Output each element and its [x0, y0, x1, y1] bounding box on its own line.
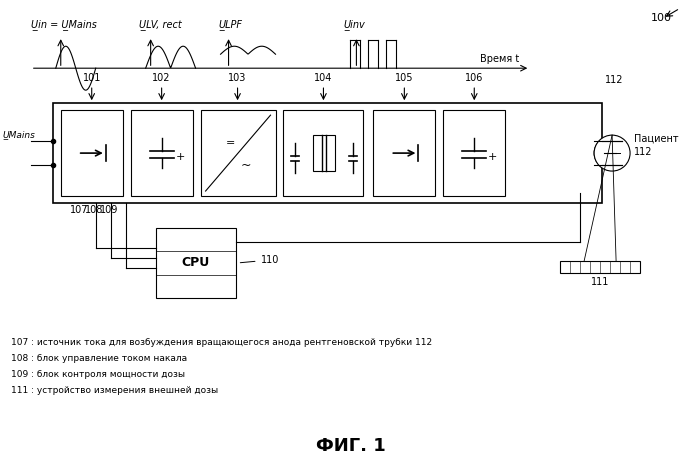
- Bar: [443, 110, 505, 196]
- Text: 112: 112: [634, 147, 653, 157]
- Bar: [373, 110, 435, 196]
- Text: 112: 112: [605, 75, 624, 85]
- Text: U̲LPF: U̲LPF: [219, 19, 243, 30]
- Text: U̲inv: U̲inv: [343, 19, 365, 30]
- Bar: [560, 261, 640, 273]
- Text: 110: 110: [240, 255, 279, 265]
- Text: 106: 106: [465, 73, 484, 83]
- Text: ~: ~: [240, 159, 251, 172]
- Text: U̲in = U̲Mains: U̲in = U̲Mains: [31, 19, 96, 30]
- Text: 107: 107: [70, 205, 89, 215]
- Text: CPU: CPU: [182, 256, 210, 270]
- Text: U̲Mains: U̲Mains: [2, 130, 35, 139]
- Circle shape: [594, 137, 626, 169]
- Text: 104: 104: [315, 73, 333, 83]
- Text: =: =: [225, 138, 235, 148]
- Text: 102: 102: [152, 73, 171, 83]
- Text: 108 : блок управление током накала: 108 : блок управление током накала: [10, 354, 187, 363]
- Text: Время t: Время t: [480, 54, 519, 64]
- Bar: [52, 103, 602, 203]
- Bar: [284, 110, 363, 196]
- Circle shape: [594, 135, 630, 171]
- Text: Пациент: Пациент: [634, 133, 679, 143]
- Text: 109: 109: [101, 205, 119, 215]
- Text: 103: 103: [229, 73, 247, 83]
- Text: 111 : устройство измерения внешней дозы: 111 : устройство измерения внешней дозы: [10, 386, 218, 395]
- Text: 105: 105: [395, 73, 414, 83]
- Bar: [201, 110, 275, 196]
- Text: 107 : источник тока для возбуждения вращающегося анода рентгеновской трубки 112: 107 : источник тока для возбуждения вращ…: [10, 338, 432, 347]
- Bar: [313, 135, 336, 171]
- Text: U̲LV, rect: U̲LV, rect: [138, 19, 182, 30]
- Bar: [156, 228, 236, 298]
- Text: 100: 100: [651, 13, 672, 23]
- Text: +: +: [175, 152, 185, 162]
- Bar: [61, 110, 123, 196]
- Text: 109 : блок контроля мощности дозы: 109 : блок контроля мощности дозы: [10, 370, 185, 379]
- Text: 101: 101: [82, 73, 101, 83]
- Text: +: +: [488, 152, 498, 162]
- Text: 108: 108: [85, 205, 103, 215]
- Text: 111: 111: [591, 277, 610, 287]
- Bar: [131, 110, 193, 196]
- Text: ФИГ. 1: ФИГ. 1: [315, 437, 385, 455]
